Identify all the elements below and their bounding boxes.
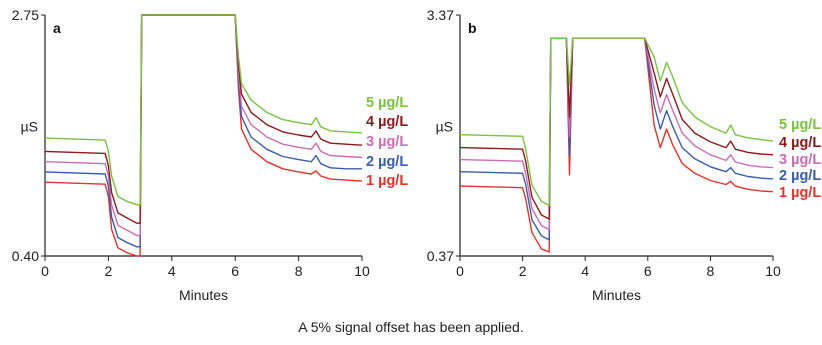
y-axis-label: µS	[436, 119, 453, 135]
series-line	[459, 37, 774, 253]
x-tick-label: 8	[707, 263, 715, 279]
x-tick-label: 8	[295, 263, 303, 279]
legend-entry: 5 µg/L	[366, 95, 408, 111]
x-tick-label: 4	[168, 263, 176, 279]
x-tick-label: 0	[41, 263, 49, 279]
y-axis-label: µS	[21, 119, 38, 135]
series-line	[44, 14, 363, 237]
legend-entry: 2 µg/L	[779, 168, 821, 184]
x-tick-label: 6	[644, 263, 652, 279]
x-axis-label: Minutes	[592, 287, 641, 303]
x-tick-label: 0	[456, 263, 464, 279]
y-tick-label: 2.75	[12, 7, 39, 23]
legend-entry: 4 µg/L	[779, 135, 821, 151]
series-line	[459, 37, 774, 220]
legend-entry: 4 µg/L	[366, 114, 408, 130]
series-line	[44, 14, 363, 206]
x-tick-label: 2	[519, 263, 527, 279]
x-axis-label: Minutes	[179, 287, 228, 303]
panel-b: 0 2 4 6 8 10 0.37 3.37 Minutes µS b 5 µg/L 4 µg/L3 µ…	[427, 7, 822, 303]
x-tick-label: 2	[105, 263, 113, 279]
legend-entry: 5 µg/L	[779, 117, 821, 133]
series-line	[44, 14, 362, 248]
panel-label: a	[53, 20, 61, 36]
series-line	[459, 37, 774, 241]
legend-entry: 1 µg/L	[779, 185, 821, 201]
series-line	[44, 14, 363, 257]
legend-entry: 3 µg/L	[366, 134, 408, 150]
y-tick-label: 0.40	[12, 248, 39, 264]
y-tick-label: 3.37	[427, 7, 454, 23]
x-tick-label: 10	[765, 263, 781, 279]
panel-label: b	[468, 20, 477, 36]
x-tick-label: 10	[354, 263, 370, 279]
y-tick-label: 0.37	[427, 248, 454, 264]
legend-entry: 2 µg/L	[366, 154, 408, 170]
panel-a: 0 2 4 6 8 10 0.40 2.75 Minutes µS a 5 µg/L 4 µg/L 3 µ…	[12, 7, 409, 303]
legend-entry: 3 µg/L	[779, 152, 821, 168]
legend-entry: 1 µg/L	[366, 173, 408, 189]
series-line	[459, 37, 774, 231]
figure-caption: A 5% signal offset has been applied.	[298, 319, 524, 335]
series-line	[44, 14, 363, 224]
x-tick-label: 4	[581, 263, 589, 279]
series-line	[459, 37, 774, 207]
x-tick-label: 6	[231, 263, 239, 279]
